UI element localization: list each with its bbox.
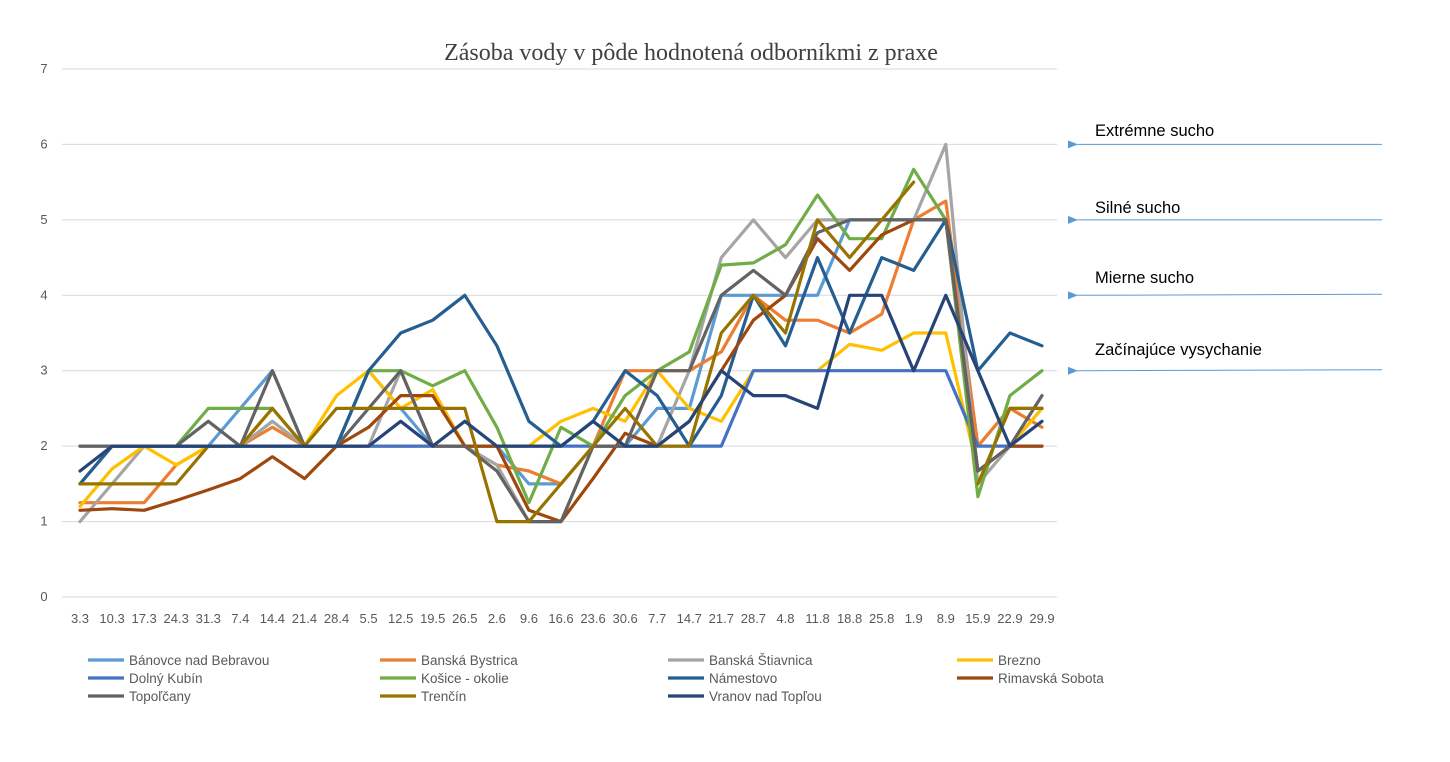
x-tick-label: 19.5 <box>420 611 445 626</box>
y-tick-label: 7 <box>40 61 47 76</box>
y-tick-label: 6 <box>40 136 47 151</box>
x-tick-label: 26.5 <box>452 611 477 626</box>
x-tick-label: 24.3 <box>164 611 189 626</box>
x-tick-label: 30.6 <box>612 611 637 626</box>
annotation-arrow <box>1067 291 1383 300</box>
annotation-label: Začínajúce vysychanie <box>1095 341 1262 359</box>
x-tick-label: 21.7 <box>709 611 734 626</box>
x-tick-label: 23.6 <box>580 611 605 626</box>
x-tick-label: 11.8 <box>805 611 829 626</box>
x-tick-label: 10.3 <box>99 611 124 626</box>
legend-entry: Banská Štiavnica <box>709 653 813 668</box>
legend-entry: Brezno <box>998 653 1041 668</box>
annotation-label: Extrémne sucho <box>1095 122 1214 140</box>
series-line-9 <box>78 180 1044 524</box>
x-tick-label: 22.9 <box>997 611 1022 626</box>
series-line-3 <box>78 331 1044 509</box>
x-tick-label: 14.4 <box>260 611 285 626</box>
x-tick-label: 25.8 <box>869 611 894 626</box>
x-tick-label: 29.9 <box>1029 611 1054 626</box>
x-tick-label: 2.6 <box>488 611 506 626</box>
legend-entry: Vranov nad Topľou <box>709 689 822 704</box>
x-tick-label: 28.4 <box>324 611 349 626</box>
legend-entry: Banská Bystrica <box>421 653 518 668</box>
legend-entry: Trenčín <box>421 689 466 704</box>
x-tick-label: 15.9 <box>965 611 990 626</box>
x-tick-label: 17.3 <box>131 611 156 626</box>
series-lines <box>78 142 1044 524</box>
x-tick-label: 9.6 <box>520 611 538 626</box>
series-line-1 <box>78 199 1044 505</box>
annotation-arrow <box>1067 366 1383 375</box>
x-axis: 3.3 10.3 17.3 24.3 31.3 7.4 14.4 21.4 28.4 5.5 12.… <box>71 611 1055 626</box>
series-line-10 <box>78 293 1044 473</box>
chart-title: Zásoba vody v pôde hodnotená odborníkmi … <box>444 40 938 66</box>
x-tick-label: 16.6 <box>548 611 573 626</box>
gridlines <box>62 68 1057 598</box>
x-tick-label: 5.5 <box>360 611 378 626</box>
y-tick-label: 5 <box>40 212 47 227</box>
x-tick-label: 3.3 <box>71 611 89 626</box>
annotation-label: Mierne sucho <box>1095 269 1194 287</box>
x-tick-label: 1.9 <box>905 611 923 626</box>
x-tick-label: 14.7 <box>677 611 702 626</box>
x-tick-label: 7.7 <box>648 611 666 626</box>
annotation-label: Silné sucho <box>1095 199 1180 217</box>
x-tick-label: 12.5 <box>388 611 413 626</box>
x-tick-label: 8.9 <box>937 611 955 626</box>
legend-entry: Košice - okolie <box>421 671 509 686</box>
drought-annotations: Extrémne sucho Silné sucho Mierne sucho Zač… <box>1067 122 1383 375</box>
x-tick-label: 7.4 <box>231 611 249 626</box>
series-line-5 <box>78 167 1044 505</box>
legend-entry: Topoľčany <box>129 689 191 704</box>
x-tick-label: 18.8 <box>837 611 862 626</box>
x-tick-label: 31.3 <box>196 611 221 626</box>
y-tick-label: 2 <box>40 438 47 453</box>
y-tick-label: 0 <box>40 589 47 604</box>
legend-entry: Dolný Kubín <box>129 671 203 686</box>
y-axis: 0 1 2 3 4 5 6 7 <box>40 61 47 604</box>
x-tick-label: 4.8 <box>776 611 794 626</box>
y-tick-label: 4 <box>40 287 47 302</box>
legend-entry: Bánovce nad Bebravou <box>129 653 269 668</box>
legend: Bánovce nad Bebravou Banská Bystrica Bansk… <box>88 653 1104 704</box>
x-tick-label: 28.7 <box>741 611 766 626</box>
x-tick-label: 21.4 <box>292 611 317 626</box>
legend-entry: Námestovo <box>709 671 777 686</box>
y-tick-label: 1 <box>40 514 47 529</box>
legend-entry: Rimavská Sobota <box>998 671 1104 686</box>
y-tick-label: 3 <box>40 363 47 378</box>
